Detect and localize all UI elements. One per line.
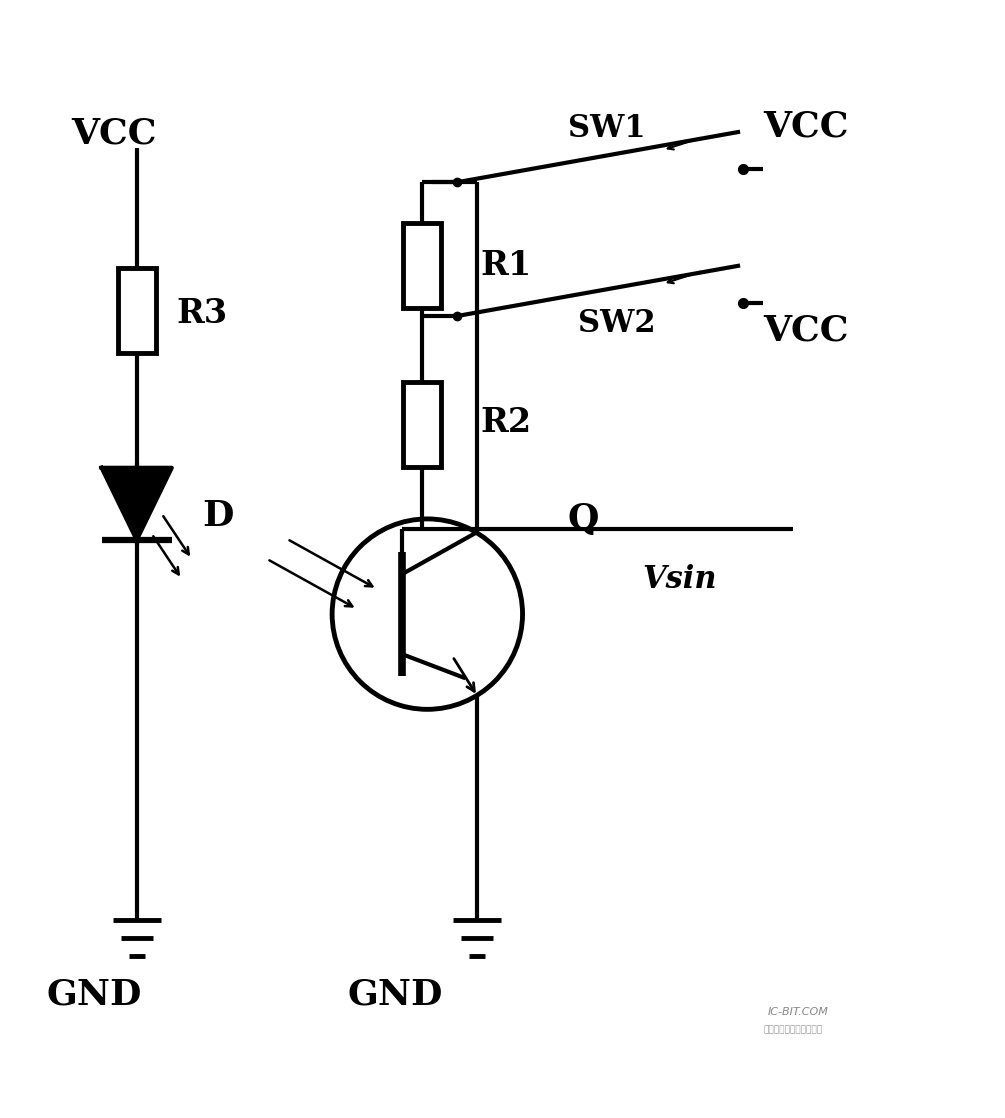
Text: GND: GND xyxy=(347,978,442,1012)
Text: VCC: VCC xyxy=(763,110,848,143)
Polygon shape xyxy=(102,467,172,540)
Text: R2: R2 xyxy=(480,406,532,439)
Text: GND: GND xyxy=(46,978,142,1012)
Text: 中国电子制造业资源平台: 中国电子制造业资源平台 xyxy=(763,1025,822,1034)
Bar xyxy=(118,268,156,353)
Text: VCC: VCC xyxy=(71,116,157,150)
Text: VCC: VCC xyxy=(763,313,848,348)
Text: IC-BIT.COM: IC-BIT.COM xyxy=(768,1007,829,1017)
Text: Vsin: Vsin xyxy=(643,563,718,595)
Text: R1: R1 xyxy=(480,249,532,282)
Bar xyxy=(403,382,441,467)
Text: D: D xyxy=(202,499,233,533)
Text: Q: Q xyxy=(568,502,599,536)
Bar xyxy=(403,222,441,307)
Text: SW2: SW2 xyxy=(578,307,655,339)
Text: SW1: SW1 xyxy=(568,113,645,143)
Text: R3: R3 xyxy=(177,297,228,330)
